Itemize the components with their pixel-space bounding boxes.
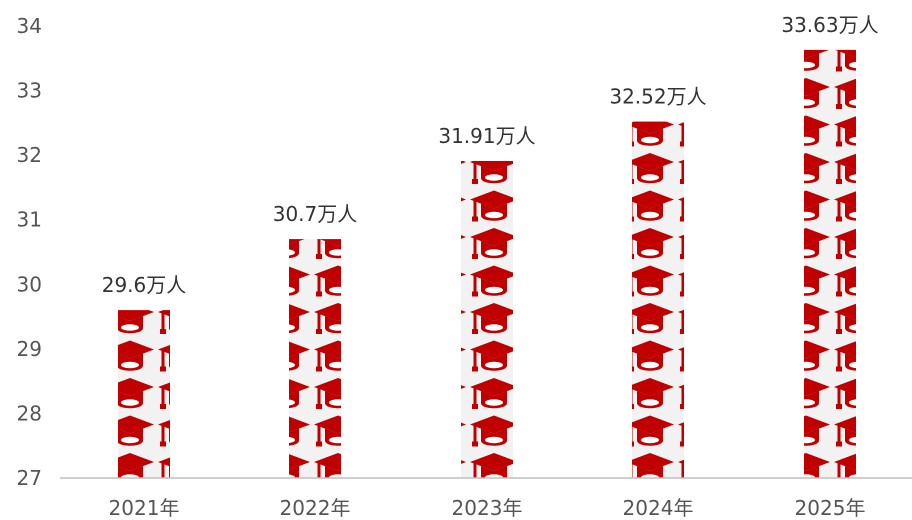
bar <box>118 310 170 478</box>
y-tick-label: 27 <box>17 466 42 490</box>
data-label: 30.7万人 <box>273 202 358 226</box>
data-label: 33.63万人 <box>781 13 878 37</box>
y-tick-label: 34 <box>17 14 42 38</box>
data-label: 31.91万人 <box>438 124 535 148</box>
x-tick-label: 2022年 <box>280 496 351 520</box>
bar <box>804 49 856 479</box>
x-tick-label: 2021年 <box>109 496 180 520</box>
x-tick-label: 2025年 <box>795 496 866 520</box>
data-label: 29.6万人 <box>102 273 187 297</box>
bar <box>632 121 684 479</box>
bar <box>289 239 341 478</box>
y-axis-ticks: 27 28 29 30 31 32 33 34 <box>17 14 42 490</box>
y-tick-label: 33 <box>17 79 42 103</box>
y-tick-label: 30 <box>17 272 42 296</box>
y-tick-label: 28 <box>17 401 42 425</box>
y-tick-label: 32 <box>17 143 42 167</box>
x-tick-label: 2024年 <box>623 496 694 520</box>
y-tick-label: 31 <box>17 208 42 232</box>
bars <box>118 49 856 479</box>
bar <box>461 160 513 478</box>
x-axis-ticks: 2021年 2022年 2023年 2024年 2025年 <box>109 496 866 520</box>
data-labels: 29.6万人 30.7万人 31.91万人 32.52万人 33.63万人 <box>102 13 879 297</box>
y-tick-label: 29 <box>17 337 42 361</box>
x-tick-label: 2023年 <box>452 496 523 520</box>
data-label: 32.52万人 <box>609 85 706 109</box>
